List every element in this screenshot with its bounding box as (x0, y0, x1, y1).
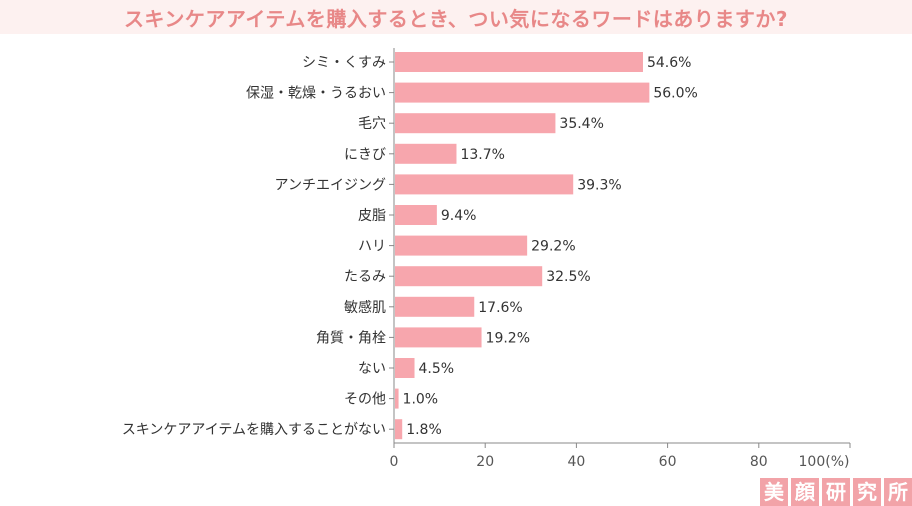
bar (395, 419, 403, 440)
value-label: 19.2% (486, 330, 530, 346)
x-tick-label: 20 (476, 454, 494, 470)
value-label: 54.6% (647, 55, 691, 71)
value-label: 29.2% (531, 239, 575, 255)
logo-char: 顔 (791, 478, 819, 506)
category-label: 皮脂 (358, 208, 386, 224)
bar (395, 358, 415, 378)
x-tick-label: 80 (750, 454, 768, 470)
category-label: 敏感肌 (344, 299, 386, 316)
bar (395, 143, 457, 164)
logo-char: 究 (853, 478, 881, 506)
bar (395, 296, 475, 317)
x-tick-label: 100(%) (799, 454, 850, 470)
bar (395, 388, 399, 409)
logo-char: 研 (822, 478, 850, 506)
category-label: スキンケアアイテムを購入することがない (122, 422, 386, 438)
value-label: 13.7% (460, 147, 504, 163)
bar (395, 266, 543, 287)
value-label: 35.4% (559, 116, 603, 132)
bar (395, 174, 574, 195)
x-tick-label: 0 (390, 454, 399, 470)
bar (395, 52, 643, 72)
bar (395, 113, 556, 134)
x-tick-label: 40 (567, 454, 585, 470)
category-label: 保湿・乾燥・うるおい (246, 86, 386, 102)
category-label: たるみ (344, 269, 386, 285)
category-label: にきび (344, 147, 386, 163)
category-label: その他 (344, 392, 386, 408)
value-label: 17.6% (478, 300, 522, 316)
category-label: 毛穴 (358, 116, 386, 132)
bar (395, 235, 528, 256)
logo-char: 美 (760, 478, 788, 506)
value-label: 4.5% (419, 361, 455, 377)
logo-char: 所 (884, 478, 912, 506)
category-label: 角質・角栓 (316, 330, 386, 346)
value-label: 9.4% (441, 208, 477, 224)
value-label: 39.3% (577, 177, 621, 193)
category-label: アンチエイジング (275, 177, 386, 193)
title-bar: スキンケアアイテムを購入するとき、つい気になるワードはありますか? (0, 0, 912, 34)
bar (395, 82, 650, 103)
category-label: ハリ (358, 239, 386, 255)
category-label: シミ・くすみ (302, 55, 386, 71)
category-label: ない (358, 361, 386, 377)
bar (395, 205, 437, 225)
value-label: 1.8% (406, 422, 442, 438)
bar (395, 327, 482, 348)
brand-logo: 美 顔 研 究 所 (760, 478, 912, 506)
value-label: 1.0% (403, 392, 439, 408)
chart-title: スキンケアアイテムを購入するとき、つい気になるワードはありますか? (123, 6, 789, 31)
x-tick-label: 60 (659, 454, 677, 470)
value-label: 56.0% (653, 86, 697, 102)
value-label: 32.5% (546, 269, 590, 285)
